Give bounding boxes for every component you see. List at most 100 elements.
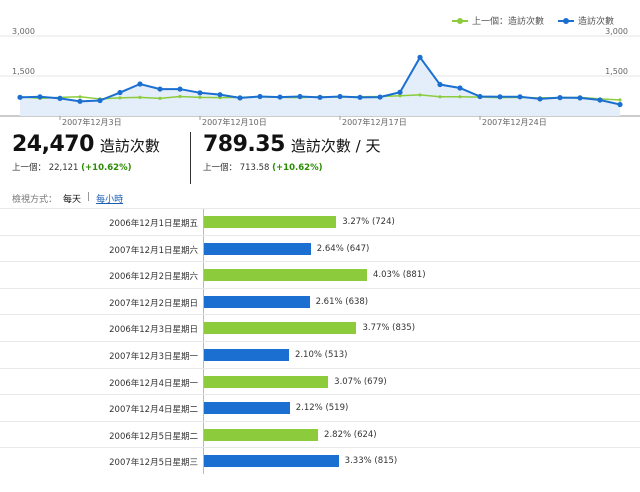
bar-value-label: 2.82% (624)	[324, 429, 377, 440]
bar-value-label: 3.33% (815)	[344, 456, 398, 467]
current-series-point[interactable]	[297, 93, 303, 100]
current-series-point[interactable]	[417, 54, 423, 60]
y-tick-label-right: 1,500	[605, 67, 628, 76]
bar-value-label: 2.10% (513)	[294, 350, 348, 360]
current-series-point[interactable]	[457, 85, 463, 91]
bar-previous[interactable]	[204, 375, 329, 388]
bar-row: 2006年12月5日星期二 2.82% (624)	[0, 420, 640, 448]
current-series-point[interactable]	[37, 94, 43, 100]
current-series-point[interactable]	[397, 89, 403, 95]
bar-date-label: 2006年12月5日星期二	[109, 431, 198, 442]
x-tick-label: 2007年12月10日	[202, 117, 267, 126]
previous-series-point[interactable]	[438, 95, 442, 99]
y-tick-label-left: 3,000	[12, 27, 35, 36]
previous-series-point[interactable]	[198, 95, 202, 99]
view-mode-hourly-link[interactable]: 每小時	[96, 195, 124, 205]
previous-series-point[interactable]	[158, 96, 162, 100]
x-tick-label: 2007年12月3日	[62, 117, 122, 126]
bar-date-label: 2007年12月4日星期二	[109, 405, 198, 416]
bar-row: 2006年12月2日星期六 4.03% (881)	[0, 261, 640, 288]
bar-date-label: 2006年12月1日星期五	[109, 219, 198, 229]
bar-date-label: 2007年12月2日星期日	[109, 298, 198, 309]
stat-visits-per-day: 789.35 造訪次數 / 天 上一個： 713.58 (+10.62%)	[190, 132, 381, 184]
current-series-point[interactable]	[137, 81, 143, 87]
previous-series-point[interactable]	[178, 94, 182, 99]
current-series-point[interactable]	[377, 94, 383, 100]
legend-current[interactable]: 造訪次數	[557, 14, 614, 27]
previous-series-point[interactable]	[618, 98, 622, 102]
stat-total-visits-label: 造訪次數	[99, 137, 160, 155]
current-series-point[interactable]	[257, 93, 263, 100]
bar-row: 2007年12月5日星期三 3.33% (815)	[0, 447, 640, 474]
legend-previous-label: 上一個：造訪次數	[471, 17, 544, 27]
bar-current[interactable]	[204, 455, 339, 468]
view-mode-label: 檢視方式：	[12, 195, 58, 205]
bar-value-label: 4.03% (881)	[373, 270, 426, 281]
current-series-point[interactable]	[197, 90, 203, 96]
current-series-point[interactable]	[357, 94, 363, 100]
chart-legend: 上一個：造訪次數 造訪次數	[451, 14, 614, 27]
bar-row: 2007年12月4日星期二 2.12% (519)	[0, 394, 640, 421]
bar-value-label: 2.12% (519)	[295, 403, 349, 414]
current-series-point[interactable]	[217, 92, 223, 98]
previous-series-point[interactable]	[78, 95, 82, 99]
bar-value-label: 2.61% (638)	[315, 296, 369, 307]
bar-previous[interactable]	[204, 216, 337, 228]
previous-series-point[interactable]	[118, 96, 122, 100]
bar-previous[interactable]	[204, 269, 367, 282]
current-series-point[interactable]	[277, 94, 283, 100]
bar-current[interactable]	[204, 402, 290, 415]
current-series-point[interactable]	[177, 86, 183, 92]
bar-current[interactable]	[204, 242, 311, 255]
bar-date-label: 2007年12月1日星期六	[109, 245, 198, 256]
current-series-point[interactable]	[57, 95, 63, 101]
current-series-point[interactable]	[577, 95, 583, 101]
current-series-point[interactable]	[17, 94, 23, 100]
view-mode-switcher: 檢視方式： 每天 | 每小時	[12, 192, 123, 205]
stat-prev-label: 上一個：	[203, 163, 238, 173]
previous-series-point[interactable]	[418, 93, 422, 97]
legend-previous[interactable]: 上一個：造訪次數	[451, 14, 544, 27]
current-series-area	[20, 57, 620, 116]
current-series-point[interactable]	[537, 96, 543, 102]
legend-previous-swatch	[451, 17, 468, 25]
stat-change: (+10.62%)	[272, 163, 323, 173]
view-mode-separator: |	[87, 192, 91, 202]
bar-current[interactable]	[204, 349, 289, 361]
bar-date-label: 2006年12月2日星期六	[109, 272, 198, 283]
current-series-point[interactable]	[437, 81, 443, 88]
current-series-point[interactable]	[517, 94, 523, 100]
current-series-point[interactable]	[157, 86, 163, 92]
current-series-point[interactable]	[557, 95, 563, 101]
x-tick-label: 2007年12月17日	[342, 117, 407, 126]
bar-row: 2006年12月4日星期一 3.07% (679)	[0, 367, 640, 395]
bar-row: 2007年12月2日星期日 2.61% (638)	[0, 287, 640, 315]
previous-series-point[interactable]	[398, 94, 402, 98]
stat-prev-label: 上一個：	[12, 163, 47, 173]
visits-line-chart[interactable]: 3,000 3,000 1,500 1,500 2007年12月3日 2007年12月10…	[0, 26, 640, 126]
current-series-point[interactable]	[97, 97, 103, 104]
current-series-point[interactable]	[477, 93, 483, 100]
previous-series-point[interactable]	[458, 95, 462, 99]
current-series-point[interactable]	[77, 98, 83, 104]
legend-current-swatch	[557, 17, 574, 25]
stat-prev-value: 22,121	[48, 163, 79, 173]
bar-value-label: 3.27% (724)	[342, 217, 395, 227]
bar-value-label: 3.07% (679)	[334, 376, 387, 387]
y-tick-label-left: 1,500	[12, 67, 35, 76]
current-series-point[interactable]	[497, 94, 503, 100]
current-series-point[interactable]	[317, 94, 323, 100]
bar-current[interactable]	[204, 295, 310, 308]
bar-date-label: 2007年12月5日星期三	[109, 458, 198, 469]
current-series-point[interactable]	[237, 95, 243, 101]
bar-previous[interactable]	[204, 428, 319, 441]
current-series-point[interactable]	[337, 93, 343, 100]
bar-value-label: 3.77% (835)	[362, 323, 416, 334]
bar-previous[interactable]	[204, 322, 357, 335]
bar-row: 2006年12月1日星期五 3.27% (724)	[0, 208, 640, 235]
previous-series-point[interactable]	[138, 95, 142, 99]
current-series-point[interactable]	[597, 97, 603, 103]
current-series-point[interactable]	[117, 89, 123, 96]
bar-date-label: 2006年12月3日星期日	[109, 325, 198, 336]
current-series-point[interactable]	[617, 101, 623, 108]
